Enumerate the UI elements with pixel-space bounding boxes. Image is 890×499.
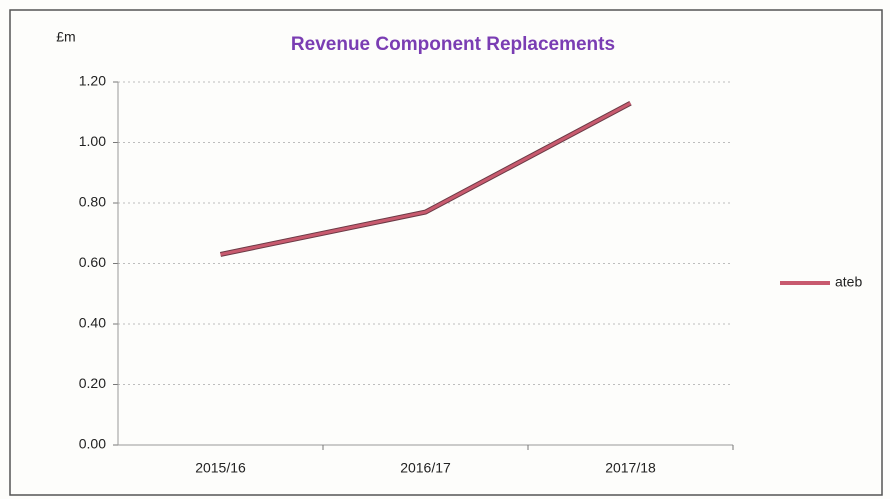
y-tick-label: 1.20 [79, 73, 106, 89]
y-tick-label: 1.00 [79, 133, 106, 149]
y-tick-label: 0.20 [79, 375, 106, 391]
y-tick-label: 0.60 [79, 254, 106, 270]
y-tick-label: 0.80 [79, 194, 106, 210]
chart-title: Revenue Component Replacements [291, 34, 615, 55]
x-tick-label: 2017/18 [605, 460, 656, 476]
y-axis-label: £m [56, 29, 75, 45]
series-line [220, 101, 632, 256]
y-tick-label: 0.40 [79, 315, 106, 331]
legend-label: ateb [835, 274, 862, 290]
x-tick-label: 2015/16 [195, 460, 246, 476]
x-tick-label: 2016/17 [400, 460, 451, 476]
chart-border [9, 9, 883, 496]
y-tick-label: 0.00 [79, 436, 106, 452]
